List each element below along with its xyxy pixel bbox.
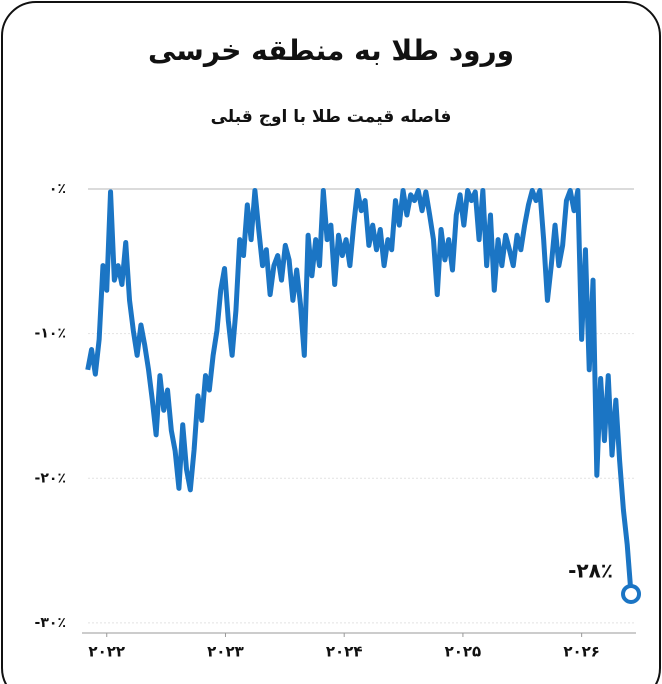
y-tick-label: -۱۰٪ bbox=[35, 326, 66, 342]
x-tick-label: ۲۰۲۵ bbox=[445, 643, 482, 661]
x-tick-label: ۲۰۲۳ bbox=[207, 643, 244, 661]
chart-title: ورود طلا به منطقه خرسی bbox=[148, 34, 514, 67]
y-tick-label: -۲۰٪ bbox=[35, 470, 66, 486]
series-line bbox=[85, 187, 634, 595]
end-label: -۲۸٪ bbox=[568, 558, 613, 582]
x-tick-label: ۲۰۲۲ bbox=[88, 643, 125, 661]
x-tick-label: ۲۰۲۶ bbox=[563, 643, 600, 661]
y-tick-label: ۰٪ bbox=[49, 181, 66, 197]
y-tick-label: -۳۰٪ bbox=[35, 615, 66, 631]
end-marker bbox=[621, 583, 642, 604]
chart-subtitle: فاصله قیمت طلا با اوج قبلی bbox=[211, 107, 452, 127]
x-tick-label: ۲۰۲۴ bbox=[326, 643, 363, 661]
